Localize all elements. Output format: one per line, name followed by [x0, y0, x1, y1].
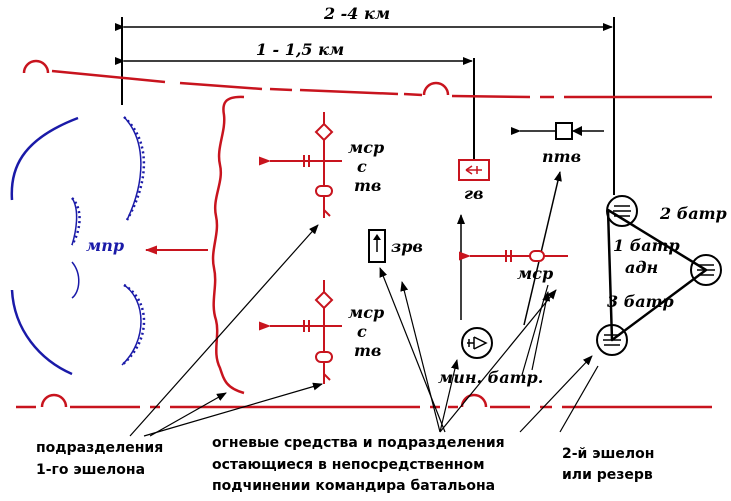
batr1-label: 1 батр [613, 236, 680, 255]
first-echelon-front [211, 95, 245, 395]
svg-text:подчинении командира батальона: подчинении командира батальона [212, 478, 495, 494]
mpr-label: мпр [86, 236, 124, 255]
dimension-first-label: 1 - 1,5 км [256, 40, 344, 59]
svg-text:или резерв: или резерв [562, 467, 653, 483]
svg-text:подразделения: подразделения [36, 440, 163, 456]
battery-3-symbol [596, 324, 628, 356]
ptv-symbol: птв [511, 122, 604, 166]
msr-right-label: мср [517, 264, 553, 283]
gv-label: гв [464, 184, 484, 203]
svg-text:огневые средства и подразделен: огневые средства и подразделения [212, 435, 505, 451]
zrv-label: зрв [391, 237, 423, 256]
batr2-label: 2 батр [659, 204, 727, 223]
dimension-first: 1 - 1,5 км [115, 40, 475, 160]
msr-right-unit [459, 250, 568, 262]
svg-text:остающиеся в непосредственном: остающиеся в непосредственном [212, 457, 485, 473]
dimension-total: 2 -4 км [115, 4, 615, 195]
dimension-total-label: 2 -4 км [323, 4, 390, 23]
mortar-battery-symbol: мин. батр. [438, 327, 543, 387]
svg-text:тв: тв [354, 176, 381, 195]
batr3-label: 3 батр [607, 292, 674, 311]
leader-lines [129, 224, 599, 437]
top-boundary-line [22, 59, 712, 99]
caption-first-echelon: подразделения 1-го эшелона [36, 440, 163, 478]
msr-bottom-unit [259, 280, 342, 384]
gv-symbol: гв [458, 159, 490, 203]
msr-top-unit [259, 112, 342, 218]
bottom-boundary-line [16, 393, 712, 409]
msr-top-label: мср с тв [348, 138, 384, 195]
svg-text:мср: мср [348, 303, 384, 322]
caption-fire-means: огневые средства и подразделения остающи… [212, 435, 505, 494]
svg-text:2-й эшелон: 2-й эшелон [562, 446, 654, 462]
caption-second-echelon: 2-й эшелон или резерв [562, 446, 654, 483]
zrv-symbol: зрв [368, 229, 423, 263]
min-batr-label: мин. батр. [438, 368, 543, 387]
battery-2-symbol [606, 195, 638, 227]
adn-label: адн [625, 258, 658, 277]
svg-text:тв: тв [354, 341, 381, 360]
svg-text:с: с [357, 157, 367, 176]
artillery-battalion: 2 батр 1 батр адн 3 батр [596, 195, 727, 356]
ptv-arrow [523, 171, 562, 326]
ptv-label: птв [542, 147, 581, 166]
svg-text:1-го эшелона: 1-го эшелона [36, 462, 145, 478]
battery-1-symbol [690, 254, 722, 286]
svg-text:с: с [357, 322, 367, 341]
svg-text:мср: мср [348, 138, 384, 157]
enemy-positions: мпр [10, 116, 146, 376]
msr-bottom-label: мср с тв [348, 303, 384, 360]
